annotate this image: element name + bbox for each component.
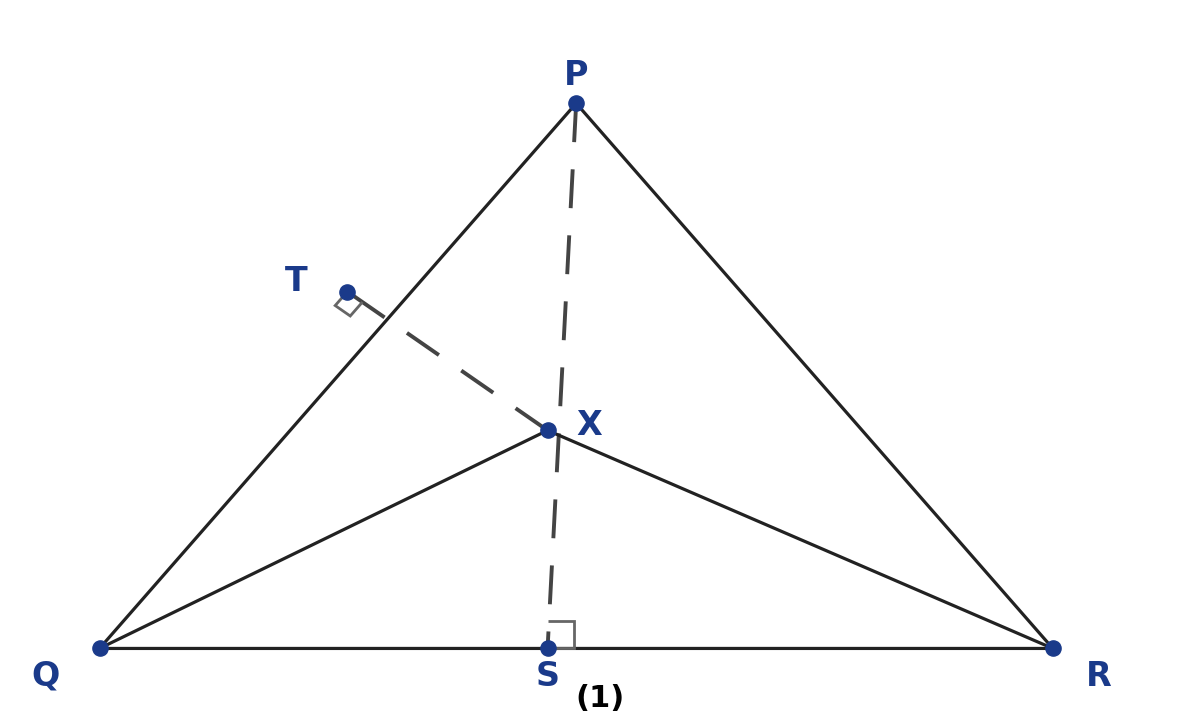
Text: (1): (1) (575, 684, 625, 713)
Point (337, 286, 356, 297)
Point (90, 643, 109, 654)
Point (566, 97, 586, 109)
Text: S: S (535, 660, 559, 692)
Text: Q: Q (31, 660, 60, 692)
Point (538, 425, 557, 436)
Text: R: R (1086, 660, 1112, 692)
Text: T: T (284, 265, 307, 298)
Point (538, 643, 557, 654)
Text: P: P (564, 59, 588, 92)
Text: X: X (576, 409, 602, 442)
Point (1043, 643, 1062, 654)
